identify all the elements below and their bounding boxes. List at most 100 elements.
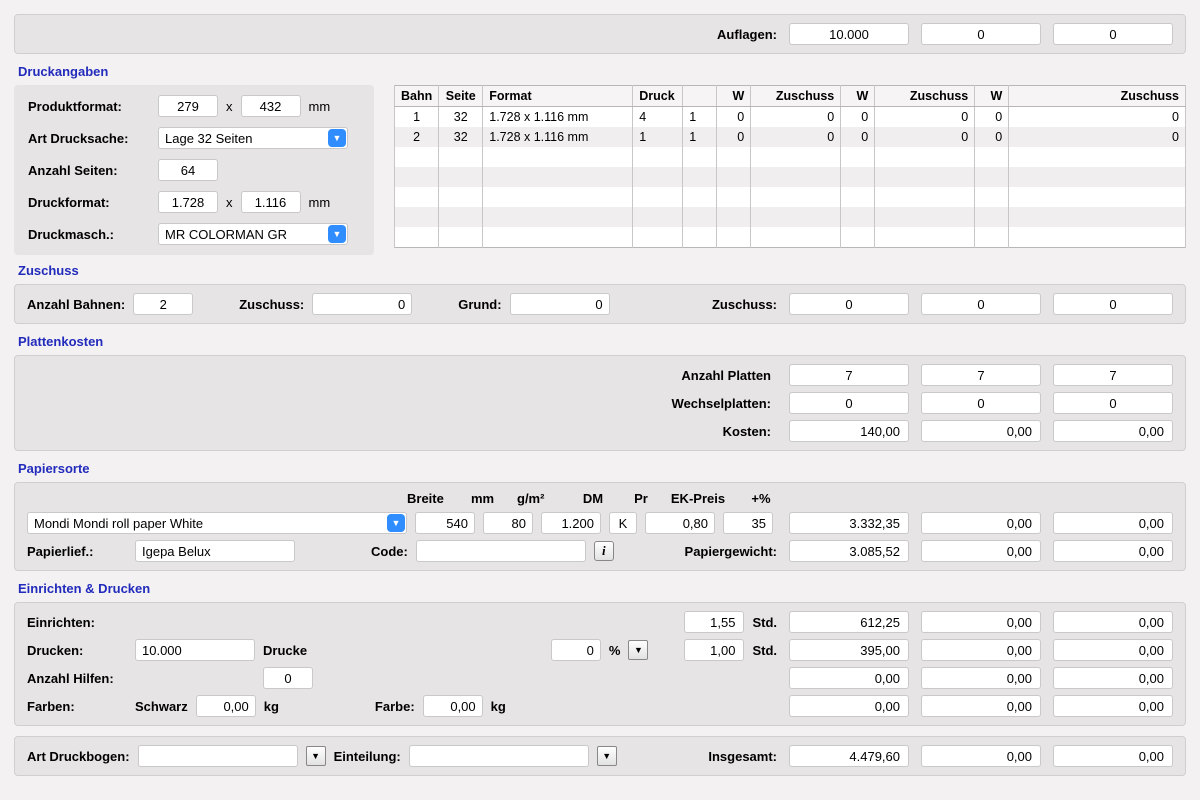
table-row[interactable] [395,227,1186,247]
druckformat-unit: mm [309,195,331,210]
farben-val-1: 0,00 [789,695,909,717]
table-header: Seite [439,86,483,107]
zuschuss2-label: Zuschuss: [712,297,777,312]
artdruckbogen-input[interactable] [138,745,298,767]
info-button[interactable]: i [594,541,614,561]
artdruckbogen-label: Art Druckbogen: [27,749,130,764]
table-header: Format [483,86,633,107]
drucken-std: 1,00 [684,639,744,661]
section-plattenkosten: Plattenkosten [18,334,1186,349]
papiergewicht-label: Papiergewicht: [685,544,777,559]
section-papiersorte: Papiersorte [18,461,1186,476]
papierlief-label: Papierlief.: [27,544,127,559]
table-header: Druck [633,86,683,107]
gewicht-1: 3.085,52 [789,540,909,562]
hdr-dm: DM [571,491,615,506]
insgesamt-label: Insgesamt: [708,749,777,764]
paper-pr: K [609,512,637,534]
table-header: W [717,86,751,107]
paper-dm[interactable] [541,512,601,534]
grund-input[interactable] [510,293,610,315]
table-row[interactable]: 1321.728 x 1.116 mm41000000 [395,107,1186,128]
platten-value: 0 [1053,392,1173,414]
platten-value: 7 [921,364,1041,386]
grund-label: Grund: [458,297,501,312]
produktformat-w[interactable] [158,95,218,117]
einrichten-val-3: 0,00 [1053,611,1173,633]
druckangaben-form: Produktformat: x mm Art Drucksache: ▼ An… [14,85,374,255]
std-label-1: Std. [752,615,777,630]
produktformat-unit: mm [309,99,331,114]
einrichten-val-2: 0,00 [921,611,1041,633]
table-header: W [841,86,875,107]
papierlief-input[interactable] [135,540,295,562]
druckformat-w[interactable] [158,191,218,213]
drucken-val-2: 0,00 [921,639,1041,661]
table-row[interactable] [395,147,1186,167]
druckmasch-select[interactable] [158,223,348,245]
platten-label: Wechselplatten: [27,396,777,411]
auflagen-2[interactable] [921,23,1041,45]
kg-1: kg [264,699,279,714]
insgesamt-2: 0,00 [921,745,1041,767]
einrichten-panel: Einrichten: 1,55 Std. 612,25 0,00 0,00 D… [14,602,1186,726]
platten-value: 0 [789,392,909,414]
hdr-pct: +% [743,491,779,506]
artdrucksache-select[interactable] [158,127,348,149]
bahn-table[interactable]: BahnSeiteFormatDruckWZuschussWZuschussWZ… [394,85,1186,248]
anzahlbahnen-input[interactable] [133,293,193,315]
plattenkosten-panel: Anzahl Platten777Wechselplatten:000Koste… [14,355,1186,451]
produktformat-label: Produktformat: [28,99,158,114]
einteilung-label: Einteilung: [334,749,401,764]
table-header: W [975,86,1009,107]
auflagen-3[interactable] [1053,23,1173,45]
paper-product-select[interactable] [27,512,407,534]
produktformat-h[interactable] [241,95,301,117]
table-row[interactable] [395,207,1186,227]
einteilung-dd[interactable]: ▼ [597,746,617,766]
hdr-gm2: g/m² [517,491,557,506]
paper-total-2: 0,00 [921,512,1041,534]
auflagen-1[interactable] [789,23,909,45]
artdruckbogen-dd[interactable]: ▼ [306,746,326,766]
anzahlbahnen-label: Anzahl Bahnen: [27,297,125,312]
drucke-input[interactable] [135,639,255,661]
zuschuss1-input[interactable] [312,293,412,315]
hilfen-label: Anzahl Hilfen: [27,671,147,686]
std-label-2: Std. [752,643,777,658]
schwarz-input[interactable] [196,695,256,717]
hilfen-input[interactable] [263,667,313,689]
drucke-unit: Drucke [263,643,307,658]
hdr-pr: Pr [629,491,653,506]
artdrucksache-label: Art Drucksache: [28,131,158,146]
table-header: Bahn [395,86,439,107]
pct-dropdown[interactable]: ▼ [628,640,648,660]
hilfen-val-2: 0,00 [921,667,1041,689]
einteilung-input[interactable] [409,745,589,767]
drucken-label: Drucken: [27,643,127,658]
paper-pct[interactable] [723,512,773,534]
paper-ek[interactable] [645,512,715,534]
farbe-label: Farbe: [375,699,415,714]
platten-value: 0,00 [1053,420,1173,442]
anzahlseiten-input[interactable] [158,159,218,181]
paper-gm2[interactable] [483,512,533,534]
schwarz-label: Schwarz [135,699,188,714]
druckformat-h[interactable] [241,191,301,213]
table-row[interactable] [395,187,1186,207]
produktformat-sep: x [226,99,233,114]
druckmasch-label: Druckmasch.: [28,227,158,242]
farbe-input[interactable] [423,695,483,717]
section-einrichten: Einrichten & Drucken [18,581,1186,596]
zuschuss-val-3: 0 [1053,293,1173,315]
hdr-ek: EK-Preis [667,491,729,506]
kg-2: kg [491,699,506,714]
drucke-pct[interactable] [551,639,601,661]
section-zuschuss: Zuschuss [18,263,1186,278]
paper-breite[interactable] [415,512,475,534]
gewicht-2: 0,00 [921,540,1041,562]
code-input[interactable] [416,540,586,562]
table-row[interactable]: 2321.728 x 1.116 mm11000000 [395,127,1186,147]
table-row[interactable] [395,167,1186,187]
paper-total-3: 0,00 [1053,512,1173,534]
